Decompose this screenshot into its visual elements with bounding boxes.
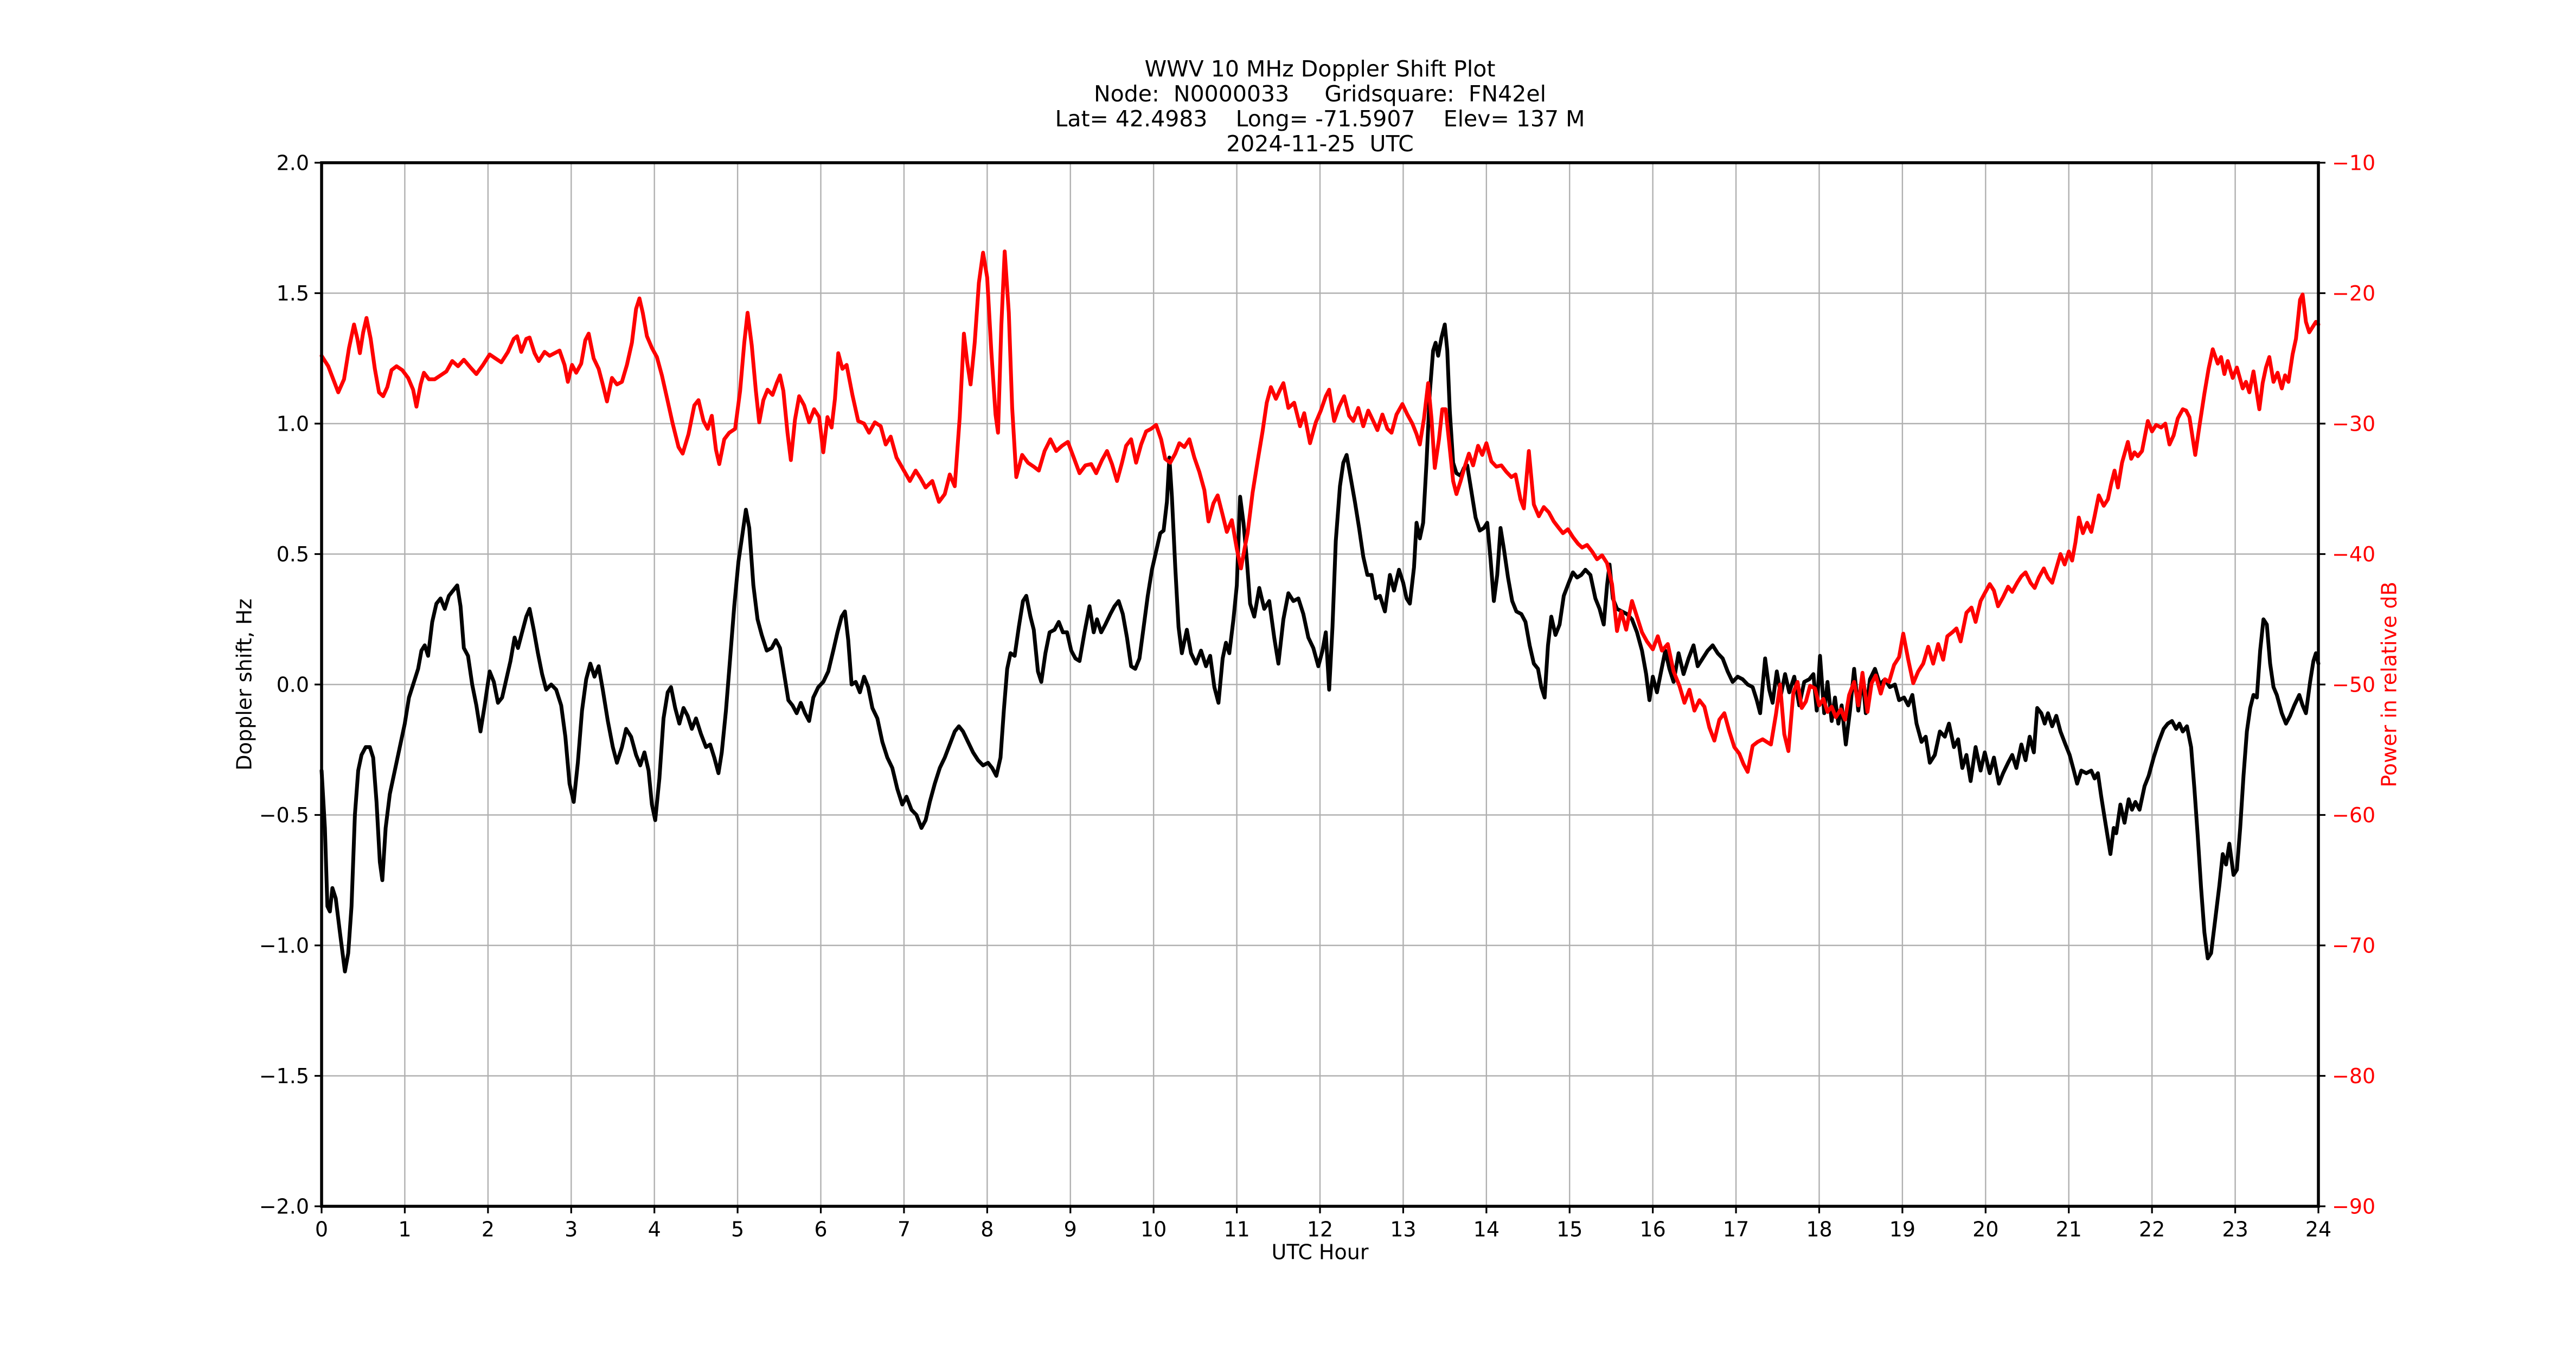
- x-tick-label: 19: [1889, 1217, 1915, 1241]
- x-tick-label: 0: [315, 1217, 328, 1241]
- x-tick-label: 7: [898, 1217, 911, 1241]
- y-right-tick-label: −50: [2332, 673, 2375, 696]
- data-series: [319, 250, 2321, 974]
- x-tick-label: 4: [648, 1217, 661, 1241]
- y-left-tick-label: −1.0: [259, 933, 309, 957]
- tick-marks-and-labels: 0 1 2 3 4 5 6 7 8 9 10 11 12 13 14 15 16 17 18 19 20 21 22 23 24…: [259, 151, 2375, 1241]
- x-tick-label: 21: [2056, 1217, 2082, 1241]
- x-tick-label: 18: [1806, 1217, 1832, 1241]
- x-tick-label: 1: [398, 1217, 411, 1241]
- y-left-tick-label: −2.0: [259, 1194, 309, 1218]
- x-tick-label: 12: [1307, 1217, 1333, 1241]
- x-tick-label: 13: [1390, 1217, 1416, 1241]
- power_relative_db-line: [319, 250, 2321, 774]
- x-tick-label: 3: [565, 1217, 578, 1241]
- x-tick-label: 16: [1639, 1217, 1665, 1241]
- y-right-tick-label: −80: [2332, 1064, 2375, 1088]
- y-left-tick-label: 0.0: [277, 673, 309, 696]
- x-tick-label: 8: [981, 1217, 994, 1241]
- chart-title-block: WWV 10 MHz Doppler Shift Plot Node: N000…: [322, 56, 2318, 156]
- doppler_shift_hz-line: [319, 322, 2321, 974]
- x-tick-label: 11: [1223, 1217, 1249, 1241]
- chart-subtitle-date: 2024-11-25 UTC: [1226, 131, 1414, 157]
- y-left-tick-label: 0.5: [277, 542, 309, 566]
- y-right-tick-label: −20: [2332, 282, 2375, 305]
- y-right-tick-label: −70: [2332, 933, 2375, 957]
- y-left-tick-label: −1.5: [259, 1064, 309, 1088]
- y-left-tick-label: 1.5: [277, 282, 309, 305]
- gridlines: [321, 162, 2319, 1207]
- x-tick-label: 24: [2305, 1217, 2331, 1241]
- x-tick-label: 23: [2222, 1217, 2248, 1241]
- y-right-tick-label: −60: [2332, 803, 2375, 827]
- x-tick-label: 6: [814, 1217, 827, 1241]
- chart-subtitle-lat-long-elev: Lat= 42.4983 Long= -71.5907 Elev= 137 M: [1055, 106, 1585, 132]
- y-left-tick-label: −0.5: [259, 803, 309, 827]
- y-right-tick-label: −10: [2332, 151, 2375, 175]
- y-right-tick-label: −30: [2332, 412, 2375, 436]
- y-left-tick-label: 1.0: [277, 412, 309, 436]
- y-left-tick-label: 2.0: [277, 151, 309, 175]
- x-axis-label: UTC Hour: [1272, 1240, 1369, 1264]
- x-tick-label: 22: [2139, 1217, 2165, 1241]
- x-tick-label: 14: [1473, 1217, 1500, 1241]
- y-axis-label-left: Doppler shift, Hz: [232, 598, 256, 770]
- x-tick-label: 20: [1972, 1217, 1998, 1241]
- y-axis-label-right: Power in relative dB: [2377, 581, 2401, 787]
- x-tick-label: 9: [1064, 1217, 1077, 1241]
- x-tick-label: 5: [731, 1217, 744, 1241]
- x-tick-label: 17: [1723, 1217, 1749, 1241]
- y-right-tick-label: −40: [2332, 542, 2375, 566]
- y-right-tick-label: −90: [2332, 1194, 2375, 1218]
- chart-title: WWV 10 MHz Doppler Shift Plot: [1144, 56, 1496, 82]
- chart-subtitle-node-gridsquare: Node: N0000033 Gridsquare: FN42el: [1094, 81, 1546, 107]
- x-tick-label: 2: [482, 1217, 495, 1241]
- x-tick-label: 15: [1556, 1217, 1582, 1241]
- x-tick-label: 10: [1140, 1217, 1167, 1241]
